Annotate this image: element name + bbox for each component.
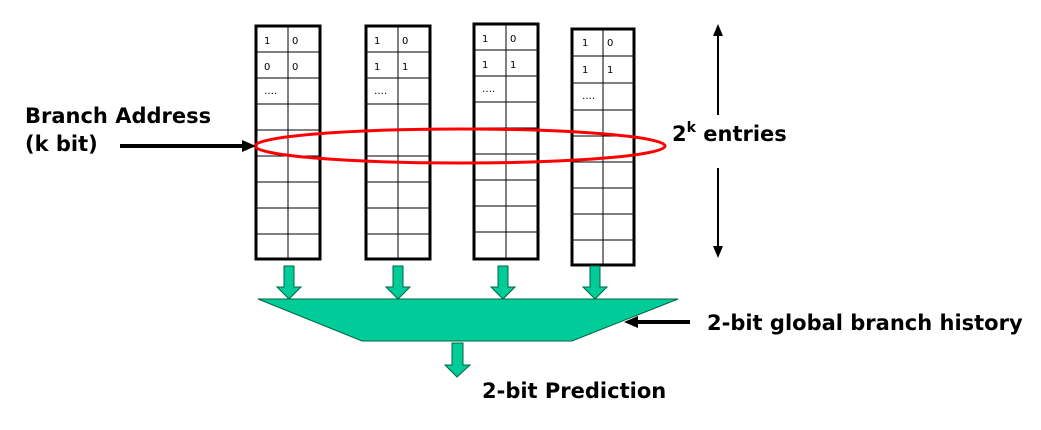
- green-down-arrow-3: [489, 265, 517, 300]
- branch-address-arrow: [120, 140, 256, 152]
- entries-label: 2k entries: [672, 120, 787, 146]
- table-2-cell-1-1: 1: [402, 62, 408, 73]
- table-1-cell-2-0: ….: [264, 86, 277, 97]
- table-3-cell-0-0: 1: [482, 34, 488, 45]
- table-1-cell-0-1: 0: [292, 36, 298, 47]
- global-history-arrow: [624, 316, 690, 328]
- table-2-cell-0-0: 1: [374, 36, 380, 47]
- pht-table-2: 1 0 1 1 ….: [364, 24, 432, 261]
- table-1-cell-0-0: 1: [264, 36, 270, 47]
- pht-table-1: 1 0 0 0 ….: [254, 24, 322, 261]
- table-2-cell-1-0: 1: [374, 62, 380, 73]
- green-down-arrow-1: [275, 265, 303, 300]
- up-arrowhead-icon: [713, 24, 723, 36]
- table-4-cell-0-0: 1: [582, 38, 588, 49]
- table-2-cell-2-0: ….: [374, 86, 387, 97]
- prediction-output-arrow: [443, 342, 472, 378]
- entries-base: 2: [672, 122, 687, 146]
- multiplexer: [257, 298, 679, 342]
- table-output-arrows: [275, 265, 609, 300]
- global-history-label: 2-bit global branch history: [707, 311, 1023, 335]
- k-bit-label: (k bit): [25, 132, 98, 156]
- down-arrowhead-icon: [713, 246, 723, 258]
- table-1-cell-1-0: 0: [264, 62, 270, 73]
- table-1-cell-1-1: 0: [292, 62, 298, 73]
- pht-table-3: 1 0 1 1 ….: [472, 22, 540, 261]
- entries-suffix: entries: [696, 122, 787, 146]
- table-4-cell-2-0: ….: [582, 91, 595, 102]
- green-down-arrow-2: [384, 265, 412, 300]
- entries-exponent: k: [687, 120, 697, 136]
- table-4-cell-1-0: 1: [582, 65, 588, 76]
- table-4-cell-1-1: 1: [607, 65, 613, 76]
- table-3-cell-1-1: 1: [510, 60, 516, 71]
- table-2-cell-0-1: 0: [402, 36, 408, 47]
- pht-table-4: 1 0 1 1 ….: [570, 27, 636, 267]
- table-3-cell-0-1: 0: [510, 34, 516, 45]
- table-3-cell-2-0: ….: [482, 84, 495, 95]
- entries-range-arrows: [713, 24, 723, 258]
- green-down-arrow-4: [581, 265, 609, 300]
- branch-address-label: Branch Address: [25, 104, 211, 128]
- table-3-cell-1-0: 1: [482, 60, 488, 71]
- prediction-label: 2-bit Prediction: [482, 379, 666, 403]
- table-4-cell-0-1: 0: [607, 38, 613, 49]
